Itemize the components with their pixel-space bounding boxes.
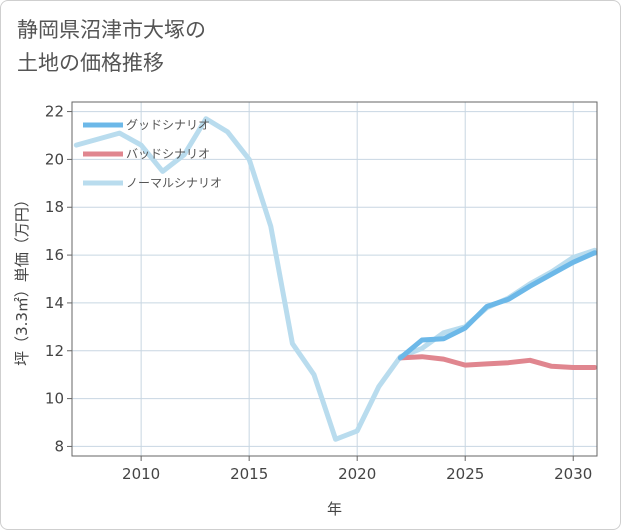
legend-label: グッドシナリオ xyxy=(126,118,210,132)
y-tick-label: 18 xyxy=(45,198,64,216)
y-axis-label: 坪（3.3㎡）単価（万円） xyxy=(13,192,31,366)
y-tick-label: 14 xyxy=(45,294,64,312)
series-line-2 xyxy=(73,116,598,442)
series-line-0 xyxy=(397,250,598,361)
plot-frame xyxy=(71,101,598,457)
series-lines xyxy=(73,116,598,442)
x-tick-label: 2030 xyxy=(554,465,592,483)
legend-label: ノーマルシナリオ xyxy=(126,176,222,190)
x-axis-label: 年 xyxy=(327,500,342,518)
y-tick-label: 16 xyxy=(45,246,64,264)
y-tick-label: 8 xyxy=(54,437,64,455)
tick-labels: 8 10 12 14 16 18 20 22 2010 2015 2020 2025 2030 xyxy=(45,103,592,483)
series-line-1 xyxy=(397,354,598,370)
y-tick-label: 20 xyxy=(45,150,64,168)
x-tick-label: 2010 xyxy=(122,465,160,483)
x-tick-label: 2020 xyxy=(338,465,376,483)
y-tick-label: 10 xyxy=(45,390,64,408)
x-tick-label: 2015 xyxy=(230,465,268,483)
y-tick-label: 12 xyxy=(45,342,64,360)
y-tick-label: 22 xyxy=(45,103,64,121)
x-tick-label: 2025 xyxy=(446,465,484,483)
grid xyxy=(72,102,597,456)
chart-title: 静岡県沼津市大塚の 土地の価格推移 xyxy=(17,18,206,75)
legend-label: バッドシナリオ xyxy=(126,147,210,161)
